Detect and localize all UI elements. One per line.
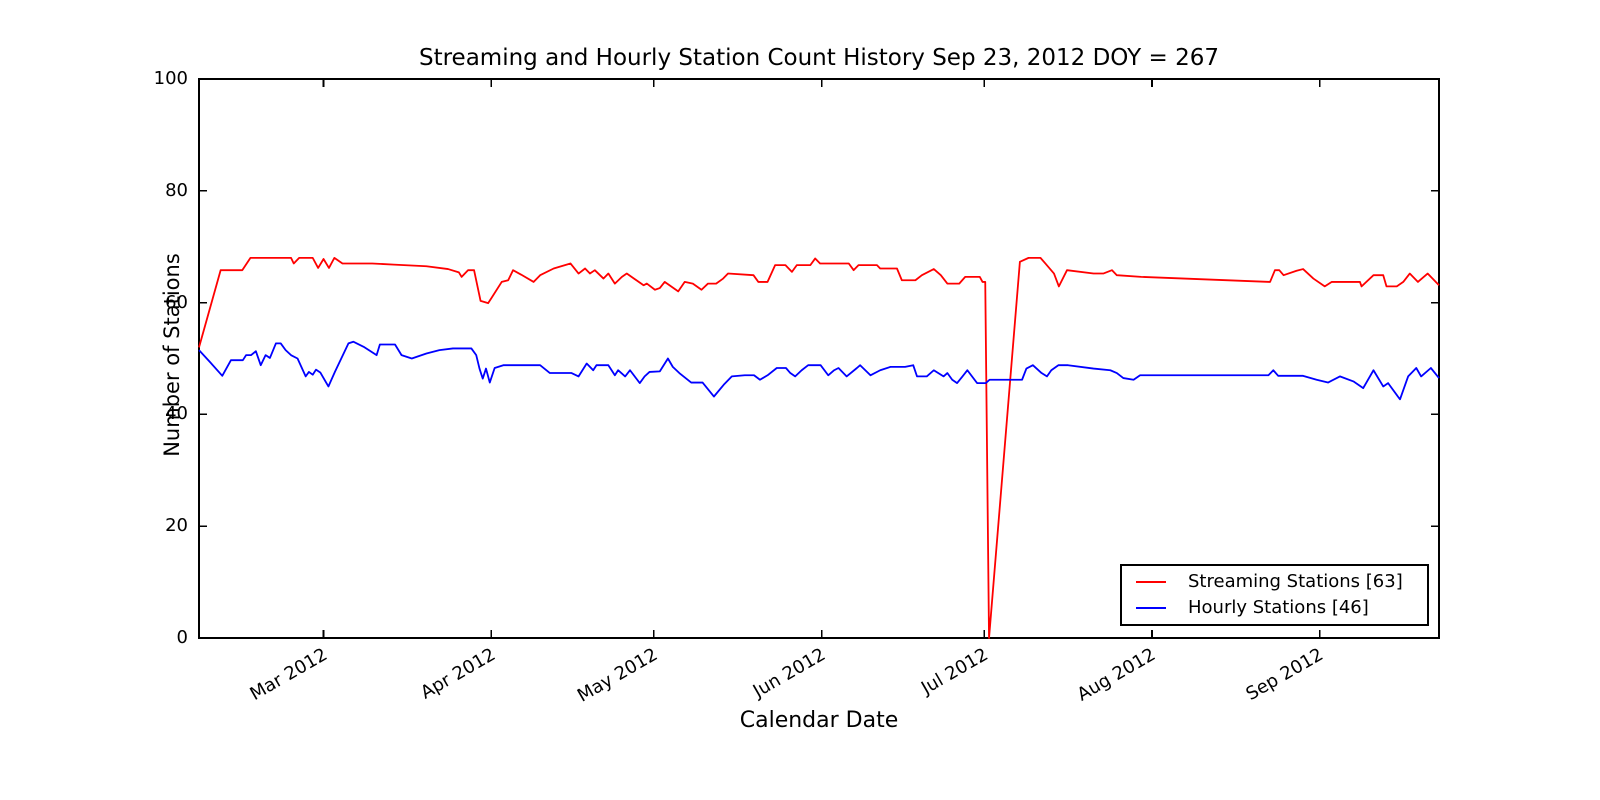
legend: Streaming Stations [63] Hourly Stations … bbox=[1120, 564, 1429, 626]
y-tick-label: 100 bbox=[153, 68, 188, 89]
hourly-line-swatch bbox=[1136, 607, 1166, 610]
legend-label-hourly: Hourly Stations [46] bbox=[1188, 597, 1369, 619]
legend-entry-streaming: Streaming Stations [63] bbox=[1122, 571, 1427, 593]
streaming-line bbox=[198, 256, 1440, 639]
y-tick-label: 80 bbox=[165, 179, 188, 201]
y-tick-label: 0 bbox=[176, 627, 188, 648]
y-axis-label: Number of Stations bbox=[160, 253, 184, 457]
streaming-line-swatch bbox=[1136, 580, 1166, 583]
y-tick-label: 60 bbox=[165, 291, 188, 313]
hourly-line bbox=[198, 340, 1440, 401]
y-tick-label: 20 bbox=[165, 515, 188, 537]
legend-label-streaming: Streaming Stations [63] bbox=[1188, 570, 1403, 592]
plot-frame bbox=[198, 78, 1440, 639]
x-axis-label: Calendar Date bbox=[739, 708, 899, 733]
legend-entry-hourly: Hourly Stations [46] bbox=[1122, 597, 1427, 619]
y-tick-label: 40 bbox=[165, 403, 188, 425]
chart-title: Streaming and Hourly Station Count Histo… bbox=[418, 45, 1219, 71]
